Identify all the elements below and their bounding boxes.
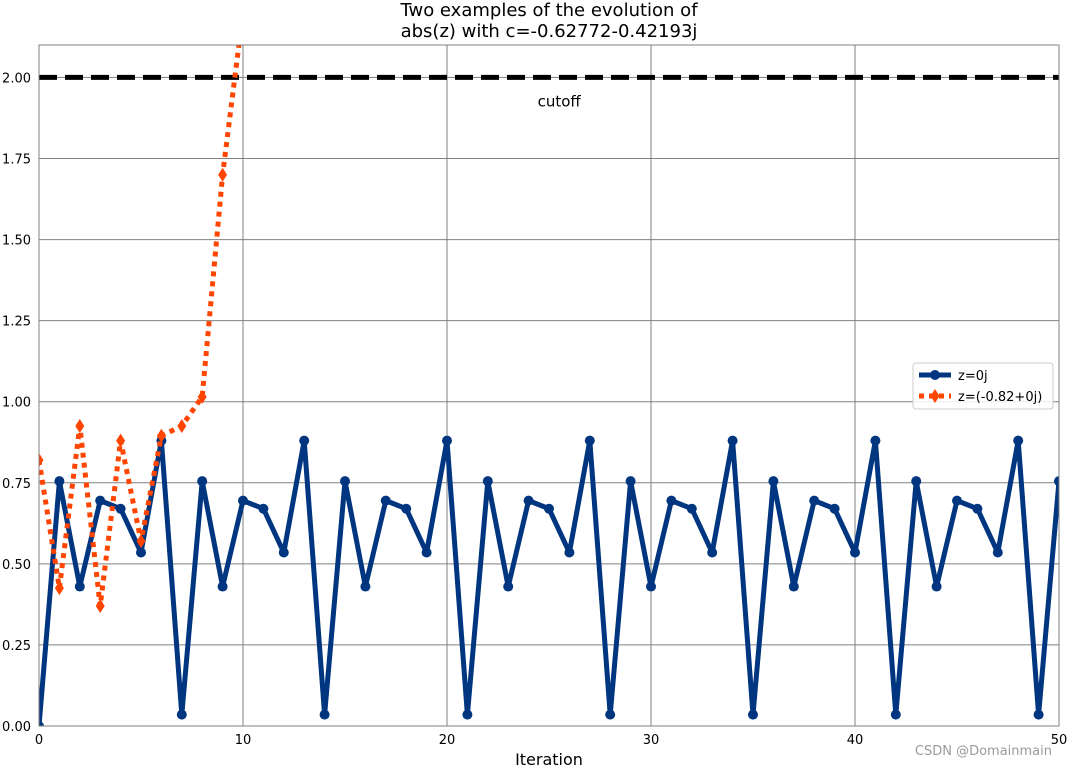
data-point-0: [401, 503, 412, 514]
x-tick-label: 20: [439, 733, 456, 748]
data-point-0: [584, 435, 595, 446]
data-point-0: [482, 476, 493, 487]
data-point-0: [992, 547, 1003, 558]
series-group: [39, 6, 1059, 726]
data-point-1: [75, 419, 85, 434]
data-point-0: [95, 495, 106, 506]
data-point-0: [1054, 476, 1059, 487]
data-point-0: [564, 547, 575, 558]
data-point-0: [503, 581, 514, 592]
data-point-0: [931, 581, 942, 592]
data-point-0: [462, 709, 473, 720]
data-point-0: [727, 435, 738, 446]
data-point-1: [39, 453, 44, 468]
x-axis-label: Iteration: [515, 750, 583, 766]
x-tick-label: 50: [1051, 733, 1067, 748]
x-tick-label: 10: [235, 733, 252, 748]
data-point-0: [605, 709, 616, 720]
data-point-0: [850, 547, 860, 558]
chart-title-line-1: Two examples of the evolution of: [399, 0, 698, 21]
data-point-0: [890, 709, 901, 720]
y-tick-label: 1.25: [2, 315, 31, 330]
legend-marker: [930, 389, 940, 403]
data-point-0: [238, 495, 248, 506]
legend: z=0j z=(-0.82+0j): [912, 362, 1054, 410]
series-line-0: [39, 438, 1059, 726]
data-point-1: [197, 389, 207, 404]
y-tick-label: 0.00: [2, 720, 31, 735]
data-point-0: [319, 709, 330, 720]
data-point-0: [952, 495, 962, 506]
cutoff-annotation: cutoff: [538, 93, 582, 111]
data-point-0: [788, 581, 799, 592]
legend-item-1: z=(-0.82+0j): [919, 389, 1042, 405]
data-point-0: [39, 721, 44, 726]
chart-title-line-2: abs(z) with c=-0.62772-0.42193j: [401, 21, 698, 42]
watermark: CSDN @Domainmain: [915, 744, 1052, 759]
y-tick-label: 1.00: [2, 396, 31, 411]
data-point-0: [299, 435, 310, 446]
data-point-0: [136, 547, 146, 558]
x-tick-label: 0: [35, 733, 43, 748]
data-point-0: [523, 495, 534, 506]
data-point-0: [258, 503, 269, 514]
data-point-1: [136, 534, 146, 549]
y-tick-label: 2.00: [2, 71, 31, 86]
data-point-0: [829, 503, 840, 514]
data-point-0: [340, 476, 350, 487]
y-tick-label: 0.50: [2, 558, 31, 573]
data-point-0: [911, 476, 922, 487]
data-point-0: [217, 581, 228, 592]
data-point-0: [176, 709, 187, 720]
data-point-0: [380, 495, 391, 506]
legend-marker: [930, 370, 940, 380]
plot-frame: [38, 44, 1060, 727]
x-tick-label: 40: [847, 733, 864, 748]
legend-label: z=(-0.82+0j): [958, 390, 1042, 405]
data-point-0: [870, 435, 881, 446]
x-tick-label: 30: [643, 733, 660, 748]
tick-labels: 0 10 20 30 40 50 0.00 0.25 0.50 0.75 1.00 1.25 1.50 1…: [2, 71, 1067, 748]
data-point-0: [115, 503, 126, 514]
data-point-1: [116, 433, 126, 448]
series-line-1: [39, 45, 242, 609]
data-point-0: [54, 476, 65, 487]
data-point-1: [95, 599, 105, 614]
data-point-1: [177, 419, 187, 434]
data-point-0: [544, 503, 554, 514]
data-point-0: [646, 581, 656, 592]
data-point-0: [421, 547, 432, 558]
legend-item-0: z=0j: [919, 369, 988, 384]
data-point-0: [278, 547, 289, 558]
y-tick-label: 1.50: [2, 234, 31, 249]
data-point-0: [809, 495, 820, 506]
data-point-0: [197, 476, 208, 487]
data-point-0: [625, 476, 636, 487]
data-point-0: [666, 495, 677, 506]
data-point-0: [748, 709, 758, 720]
data-point-0: [707, 547, 718, 558]
data-point-0: [972, 503, 983, 514]
data-point-1: [54, 581, 64, 596]
data-point-1: [239, 6, 248, 20]
data-point-0: [768, 476, 779, 487]
data-point-0: [360, 581, 371, 592]
data-point-0: [1013, 435, 1024, 446]
data-point-1: [156, 428, 166, 443]
y-tick-label: 1.75: [2, 153, 31, 168]
data-point-0: [74, 581, 85, 592]
data-point-0: [686, 503, 697, 514]
y-tick-label: 0.25: [2, 639, 31, 654]
data-point-0: [442, 435, 452, 446]
data-point-0: [1033, 709, 1044, 720]
legend-label: z=0j: [958, 369, 988, 384]
y-tick-label: 0.75: [2, 477, 31, 492]
data-point-1: [218, 167, 228, 182]
